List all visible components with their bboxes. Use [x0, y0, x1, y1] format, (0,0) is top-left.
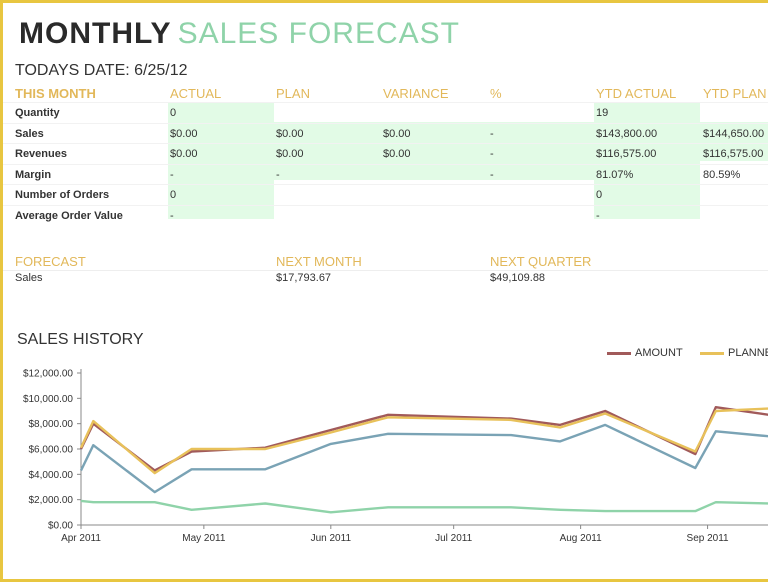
title-bold: MONTHLY	[19, 17, 172, 50]
series-line-series-3	[79, 423, 768, 494]
legend-amount-label: AMOUNT	[635, 347, 683, 359]
table-cell: $0.00	[170, 127, 198, 140]
table-cell: $143,800.00	[596, 127, 658, 140]
forecast-header-label: FORECAST	[15, 254, 86, 269]
table-row: Revenues $0.00 $0.00 $0.00 - $116,575.00 $116,…	[3, 143, 768, 164]
y-tick-label: $4,000.00	[29, 470, 74, 481]
header-plan: PLAN	[276, 86, 310, 101]
x-tick-label: Apr 2011	[61, 533, 101, 544]
legend-planned: PLANNE	[700, 347, 768, 359]
y-tick-label: $10,000.00	[23, 394, 73, 405]
forecast-row-label: Sales	[15, 272, 43, 284]
y-tick-label: $0.00	[48, 521, 73, 532]
table-cell: $116,575.00	[596, 148, 657, 161]
row-label: Revenues	[15, 148, 67, 161]
table-cell: $0.00	[383, 148, 411, 161]
header-actual: ACTUAL	[170, 86, 222, 101]
forecast-header: FORECAST NEXT MONTH NEXT QUARTER	[3, 254, 768, 271]
y-tick-label: $6,000.00	[29, 445, 74, 456]
x-tick-label: May 2011	[182, 533, 226, 544]
row-label: Average Order Value	[15, 209, 123, 222]
series-line-planne	[79, 407, 768, 475]
table-cell: -	[596, 209, 600, 222]
table-cell: -	[490, 127, 494, 140]
forecast-next-quarter: $49,109.88	[490, 272, 546, 284]
ytd-plan-highlight	[700, 122, 768, 161]
todays-date: TODAYS DATE: 6/25/12	[15, 62, 188, 79]
header-percent: %	[490, 86, 502, 101]
x-tick-label: Sep 2011	[687, 533, 730, 544]
table-cell: $116,575.00	[703, 148, 764, 161]
x-tick-label: Jun 2011	[311, 533, 352, 544]
table-cell: 0	[170, 189, 177, 202]
table-cell: -	[170, 209, 174, 222]
table-cell: $0.00	[170, 148, 198, 161]
actual-column-highlight	[168, 103, 274, 219]
y-tick-label: $8,000.00	[29, 419, 74, 430]
header-ytd-actual: YTD ACTUAL	[596, 86, 677, 101]
table-header: THIS MONTH ACTUAL PLAN VARIANCE % YTD AC…	[3, 85, 768, 102]
table-row: Average Order Value - -	[3, 204, 768, 226]
table-cell: -	[490, 148, 494, 161]
this-month-table: THIS MONTH ACTUAL PLAN VARIANCE % YTD AC…	[3, 85, 768, 226]
table-cell: -	[170, 168, 174, 181]
legend-amount: AMOUNT	[607, 347, 683, 359]
table-cell: 0	[170, 107, 177, 119]
table-row: Number of Orders 0 0	[3, 184, 768, 205]
forecast-row: Sales $17,793.67 $49,109.88	[3, 272, 768, 288]
table-row: Quantity 0 19	[3, 102, 768, 123]
legend-planned-swatch	[700, 351, 724, 355]
table-row: Margin - - - 81.07% 80.59%	[3, 163, 768, 185]
x-tick-label: Jul 2011	[435, 533, 473, 544]
series-line-series-4	[80, 499, 768, 514]
row-label: Margin	[15, 168, 52, 181]
row-label: Number of Orders	[15, 189, 110, 202]
table-cell: $0.00	[383, 127, 411, 140]
table-cell: $0.00	[276, 148, 304, 161]
header-variance: VARIANCE	[383, 86, 449, 101]
plan-variance-highlight	[274, 122, 594, 180]
table-cell: 80.59%	[703, 168, 741, 181]
header-ytd-plan: YTD PLAN	[703, 86, 767, 101]
forecast-header-next-quarter: NEXT QUARTER	[490, 254, 592, 269]
table-cell: $0.00	[276, 127, 304, 140]
table-cell: 81.07%	[596, 168, 634, 181]
ytd-actual-highlight	[594, 103, 700, 219]
table-cell: $144,650.00	[703, 127, 765, 140]
forecast-next-month: $17,793.67	[276, 272, 332, 284]
legend-amount-swatch	[607, 351, 631, 355]
sales-history-chart: $12,000.00 $10,000.00 $8,000.00 $6,000.00 $4…	[23, 369, 768, 544]
table-cell: -	[490, 168, 494, 181]
row-label: Quantity	[15, 107, 60, 119]
series-line-amount	[79, 406, 768, 472]
x-tick-label: Aug 2011	[560, 533, 603, 544]
table-row: Sales $0.00 $0.00 $0.00 - $143,800.00 $144,650…	[3, 122, 768, 144]
sales-history-title: SALES HISTORY	[17, 331, 144, 348]
forecast-header-next-month: NEXT MONTH	[276, 254, 362, 269]
title-light: SALES FORECAST	[177, 17, 460, 50]
header-this-month: THIS MONTH	[15, 86, 96, 101]
table-cell: -	[276, 168, 280, 181]
table-cell: 0	[596, 189, 603, 202]
page-title: MONTHLY SALES FORECAST	[19, 17, 460, 51]
y-tick-label: $2,000.00	[29, 495, 74, 506]
y-tick-label: $12,000.00	[23, 369, 73, 380]
row-label: Sales	[15, 127, 44, 140]
table-cell: 19	[596, 107, 609, 119]
legend-planned-label: PLANNE	[728, 347, 768, 359]
